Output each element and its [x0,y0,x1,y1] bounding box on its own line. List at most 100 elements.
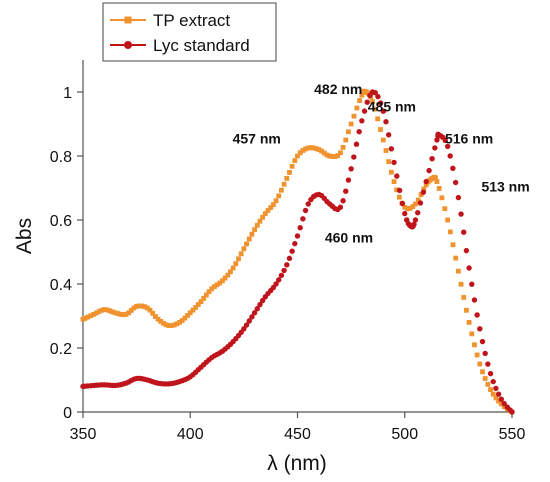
data-point-lyc-standard [361,108,368,114]
data-point-tp-extract [418,192,424,197]
data-point-tp-extract [241,246,247,252]
data-point-tp-extract [158,318,164,324]
data-point-tp-extract [327,153,333,159]
data-point-lyc-standard [458,211,464,217]
data-point-lyc-standard [442,137,448,144]
data-point-lyc-standard [284,262,290,268]
data-point-tp-extract [244,241,249,247]
data-point-tp-extract [474,352,480,358]
data-point-tp-extract [136,303,142,309]
series-0 [80,88,515,415]
peak-annotation: 482 nm [314,81,362,97]
data-point-lyc-standard [359,118,365,124]
data-point-tp-extract [110,309,115,315]
x-tick-label: 500 [391,426,418,443]
data-point-tp-extract [147,307,153,313]
data-point-tp-extract [185,313,190,318]
data-point-tp-extract [370,99,375,104]
data-point-tp-extract [308,145,314,151]
data-point-tp-extract [458,281,464,287]
data-point-tp-extract [203,292,209,298]
data-point-tp-extract [372,106,378,112]
data-point-tp-extract [260,214,266,220]
data-point-tp-extract [378,127,383,132]
data-point-lyc-standard [286,255,293,262]
data-point-lyc-standard [482,350,488,357]
peak-annotation: 516 nm [445,130,493,146]
data-point-lyc-standard [432,145,438,151]
data-point-lyc-standard [417,200,424,206]
peak-annotation: 485 nm [368,98,416,114]
data-point-lyc-standard [412,217,419,223]
data-point-tp-extract [150,310,156,316]
data-point-lyc-standard [471,297,478,303]
data-point-tp-extract [102,307,107,312]
x-axis-ticks: 350 400 450 500 550 [70,412,525,443]
data-point-tp-extract [230,265,236,271]
data-point-lyc-standard [461,229,467,235]
data-point-tp-extract [252,227,257,232]
data-point-tp-extract [142,304,148,310]
data-point-tp-extract [88,313,94,319]
data-point-tp-extract [359,92,365,98]
annotation-layer: 482 nm 485 nm 457 nm 516 nm 513 nm 460 nm [233,81,530,246]
legend-label-lyc-standard: Lyc standard [153,36,250,55]
data-point-lyc-standard [273,281,279,287]
data-point-tp-extract [450,242,456,248]
data-point-tp-extract [174,321,180,327]
data-point-lyc-standard [340,198,346,204]
data-point-tp-extract [270,202,276,207]
data-point-tp-extract [407,206,413,211]
data-point-lyc-standard [485,361,491,367]
data-point-tp-extract [254,222,260,228]
data-point-lyc-standard [278,272,285,279]
data-point-tp-extract [161,320,166,326]
data-point-tp-extract [217,280,223,286]
data-point-lyc-standard [495,391,502,397]
x-tick-label: 350 [70,426,97,443]
data-point-lyc-standard [305,201,311,207]
data-point-lyc-standard [383,119,389,125]
data-point-tp-extract [214,282,220,288]
legend-marker-lyc-standard [124,41,132,49]
data-point-tp-extract [348,121,354,127]
data-point-tp-extract [480,369,485,375]
data-point-lyc-standard [302,207,309,214]
data-point-tp-extract [257,218,263,224]
data-point-tp-extract [447,229,453,235]
data-point-tp-extract [171,322,177,328]
data-point-tp-extract [321,150,327,156]
data-point-tp-extract [394,187,400,193]
data-point-tp-extract [388,169,394,175]
data-point-tp-extract [179,318,185,323]
data-point-lyc-standard [292,240,298,247]
data-point-tp-extract [287,170,292,175]
data-point-tp-extract [177,320,182,325]
data-point-tp-extract [319,148,325,154]
data-point-lyc-standard [493,385,499,392]
data-point-tp-extract [346,129,351,135]
plot-area: 0 0.2 0.4 0.6 0.8 1 350 400 450 500 550 482 nm 485… [50,60,530,443]
data-point-tp-extract [338,150,343,156]
data-point-tp-extract [211,284,217,289]
data-point-tp-extract [238,251,244,257]
data-point-tp-extract [284,176,290,181]
series-1 [80,89,515,415]
data-point-lyc-standard [452,179,459,186]
data-point-tp-extract [279,187,284,193]
data-point-tp-extract [442,206,448,212]
y-tick-label: 0 [63,405,72,422]
data-point-tp-extract [195,302,201,307]
data-point-lyc-standard [372,89,378,96]
data-point-tp-extract [292,158,298,163]
data-point-lyc-standard [246,318,252,324]
legend-box [102,2,277,62]
data-point-tp-extract [413,201,418,207]
y-tick-label: 0.4 [50,277,72,294]
data-point-lyc-standard [391,159,397,166]
data-point-tp-extract [375,116,381,122]
data-point-tp-extract [472,342,477,348]
data-point-lyc-standard [356,128,362,135]
data-point-lyc-standard [377,100,384,106]
